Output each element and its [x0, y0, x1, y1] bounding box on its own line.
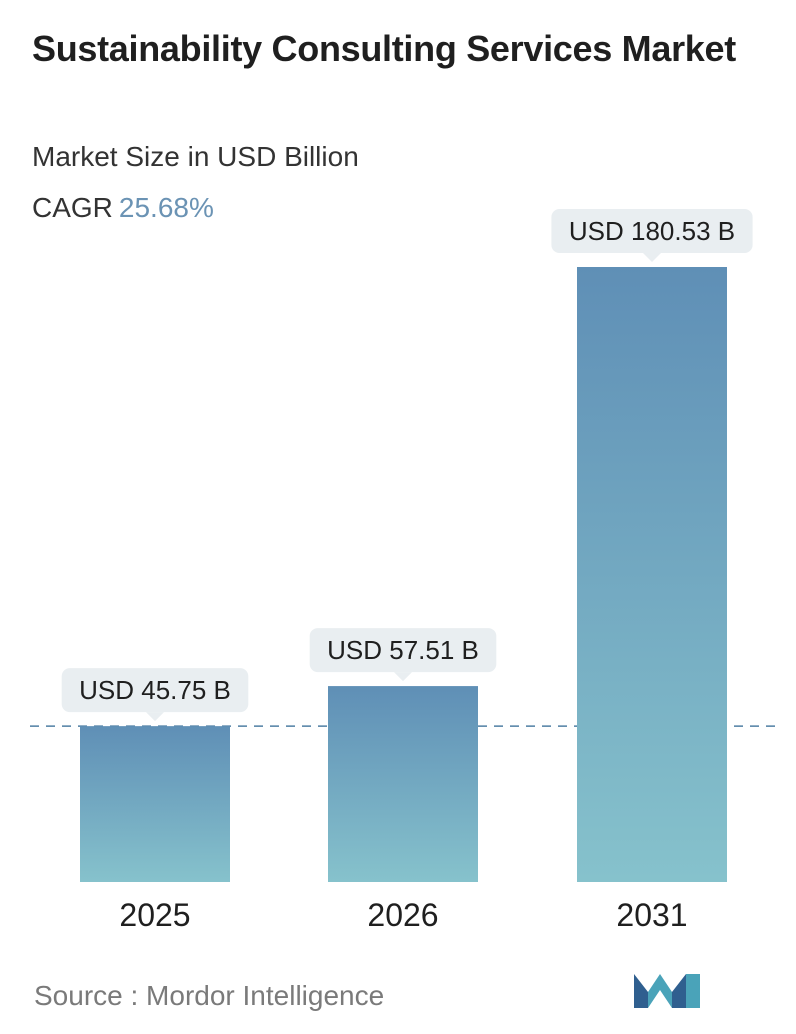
mordor-intelligence-logo	[634, 974, 700, 1008]
data-label-pointer	[643, 253, 661, 262]
data-label-pointer	[394, 672, 412, 682]
data-label-2026: USD 57.51 B	[309, 628, 497, 682]
chart-title: Sustainability Consulting Services Marke…	[32, 28, 736, 69]
data-label-text: USD 45.75 B	[79, 675, 231, 705]
data-label-box	[551, 209, 753, 253]
bar-2026	[328, 686, 478, 882]
data-label-box	[61, 668, 249, 713]
cagr-value: 25.68%	[118, 192, 214, 223]
logo-shape-edge	[686, 974, 700, 1008]
x-tick-label-2025: 2025	[119, 897, 190, 933]
source-note: Source : Mordor Intelligence	[34, 980, 385, 1011]
bar-2031	[577, 267, 727, 882]
logo-shape-mid	[648, 974, 672, 1008]
cagr-label: CAGR	[32, 192, 113, 223]
data-label-box	[309, 628, 497, 673]
data-label-text: USD 57.51 B	[327, 635, 479, 665]
data-label-pointer	[146, 712, 164, 722]
chart-subtitle: Market Size in USD Billion	[32, 141, 359, 172]
bar-2025	[80, 726, 230, 882]
data-label-text: USD 180.53 B	[569, 216, 735, 246]
x-tick-label-2031: 2031	[616, 897, 687, 933]
logo-shape-right	[672, 974, 686, 1008]
cagr-line: CAGR 25.68%	[32, 190, 214, 226]
x-tick-label-2026: 2026	[367, 897, 438, 933]
data-label-2031: USD 180.53 B	[551, 209, 753, 262]
logo-shape-left	[634, 974, 648, 1008]
data-label-2025: USD 45.75 B	[61, 668, 249, 722]
